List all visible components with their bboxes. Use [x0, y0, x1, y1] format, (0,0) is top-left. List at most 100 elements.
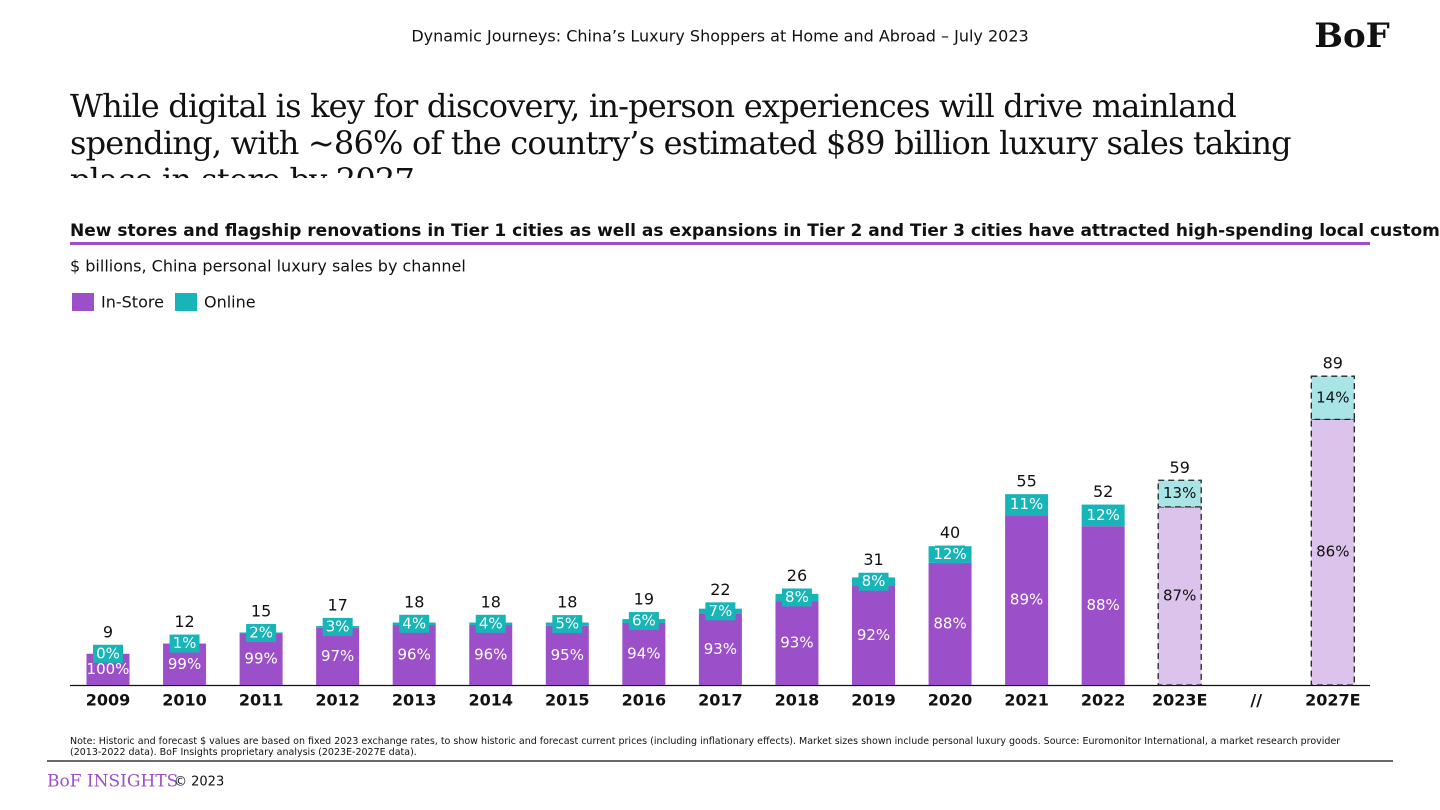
bar-segment [698, 614, 742, 685]
label-badge [322, 617, 353, 636]
label-badge [781, 588, 812, 607]
x-tick-label: 2010 [162, 691, 207, 710]
bar-segment [1310, 418, 1355, 686]
label-badge [93, 644, 123, 663]
bar-segment [1005, 515, 1049, 685]
note-box: Note: Historic and forecast $ values are… [70, 736, 1341, 758]
segment-label: 3% [326, 617, 350, 635]
label-badge [705, 602, 736, 621]
segment-label: 96% [398, 646, 431, 664]
legend-swatch [72, 293, 94, 311]
bar-segment [775, 601, 819, 685]
bar-segment [316, 627, 360, 685]
segment-label: 4% [402, 614, 426, 632]
label-badge [399, 614, 430, 633]
total-label: 22 [710, 580, 730, 599]
footer-brand: BoF INSIGHTS [47, 772, 178, 792]
x-tick-label: 2014 [468, 691, 513, 710]
segment-label: 5% [555, 615, 579, 633]
segment-label: 12% [1086, 506, 1119, 524]
total-label: 18 [481, 592, 501, 611]
bar-segment [392, 625, 436, 685]
chart-title: While digital is key for discovery, in-p… [70, 88, 1292, 178]
segment-label: 88% [933, 614, 966, 632]
x-tick-label: 2012 [315, 691, 360, 710]
title-box: While digital is key for discovery, in-p… [70, 88, 1292, 178]
segment-label: 2% [249, 623, 273, 641]
logo: BoF [1314, 16, 1390, 56]
total-label: 55 [1016, 472, 1036, 491]
segment-label: 93% [780, 634, 813, 652]
total-label: 89 [1323, 354, 1343, 373]
total-label: 31 [863, 550, 883, 569]
legend-swatch [175, 293, 197, 311]
x-tick-label: 2022 [1081, 691, 1126, 710]
x-tick-label: 2013 [392, 691, 437, 710]
total-label: 17 [327, 595, 347, 614]
total-label: 9 [103, 622, 113, 641]
x-tick-label: 2023E [1152, 691, 1207, 710]
total-label: 12 [174, 612, 194, 631]
segment-label: 88% [1086, 596, 1119, 614]
x-tick-label: 2018 [775, 691, 820, 710]
label-badge [169, 634, 200, 653]
x-tick-label: 2017 [698, 691, 743, 710]
segment-label: 86% [1316, 543, 1349, 561]
x-tick-label: 2020 [928, 691, 973, 710]
total-label: 59 [1170, 458, 1190, 477]
legend-label: Online [204, 293, 256, 312]
segment-label: 99% [168, 655, 201, 673]
segment-label: 6% [632, 612, 656, 630]
segment-label: 94% [627, 645, 660, 663]
label-badge [1088, 506, 1119, 525]
segment-label: 0% [96, 644, 120, 662]
x-tick-label: 2016 [622, 691, 667, 710]
label-badge [552, 615, 583, 634]
x-tick-label: 2015 [545, 691, 590, 710]
unit-label: $ billions, China personal luxury sales … [70, 257, 466, 276]
bar-segment [1157, 479, 1202, 508]
label-badge [246, 623, 277, 642]
total-label: 19 [634, 590, 654, 609]
bar-segment [622, 623, 666, 685]
segment-label: 87% [1163, 586, 1196, 604]
bar-segment [852, 586, 895, 685]
total-label: 18 [404, 592, 424, 611]
x-tick-label: 2019 [851, 691, 896, 710]
segment-label: 4% [479, 614, 503, 632]
segment-label: 12% [933, 545, 966, 563]
label-badge [935, 545, 966, 564]
total-label: 40 [940, 523, 960, 542]
segment-label: 95% [551, 646, 584, 664]
segment-label: 100% [87, 660, 130, 678]
total-label: 26 [787, 566, 807, 585]
total-label: 18 [557, 593, 577, 612]
bar-segment [1157, 506, 1202, 686]
legend-label: In-Store [101, 293, 164, 312]
segment-label: 93% [704, 640, 737, 658]
total-label: 15 [251, 601, 271, 620]
total-label: 52 [1093, 482, 1113, 501]
segment-label: 89% [1010, 591, 1043, 609]
segment-label: 7% [709, 602, 733, 620]
bar-segment [1081, 526, 1125, 685]
segment-label: 11% [1010, 495, 1043, 513]
note: Note: Historic and forecast $ values are… [70, 736, 1341, 758]
x-tick-label: 2011 [239, 691, 284, 710]
bar-segment [545, 625, 589, 685]
segment-label: 99% [244, 650, 277, 668]
x-tick-label: // [1250, 691, 1262, 710]
label-badge [628, 612, 659, 631]
subtitle: New stores and flagship renovations in T… [70, 221, 1440, 241]
x-tick-label: 2009 [86, 691, 131, 710]
label-badge [1011, 495, 1042, 514]
segment-label: 97% [321, 647, 354, 665]
segment-label: 92% [857, 626, 890, 644]
bar-segment [239, 633, 283, 685]
bar-segment [928, 562, 972, 685]
segment-label: 96% [474, 646, 507, 664]
bar-segment [469, 625, 513, 685]
segment-label: 8% [785, 588, 809, 606]
